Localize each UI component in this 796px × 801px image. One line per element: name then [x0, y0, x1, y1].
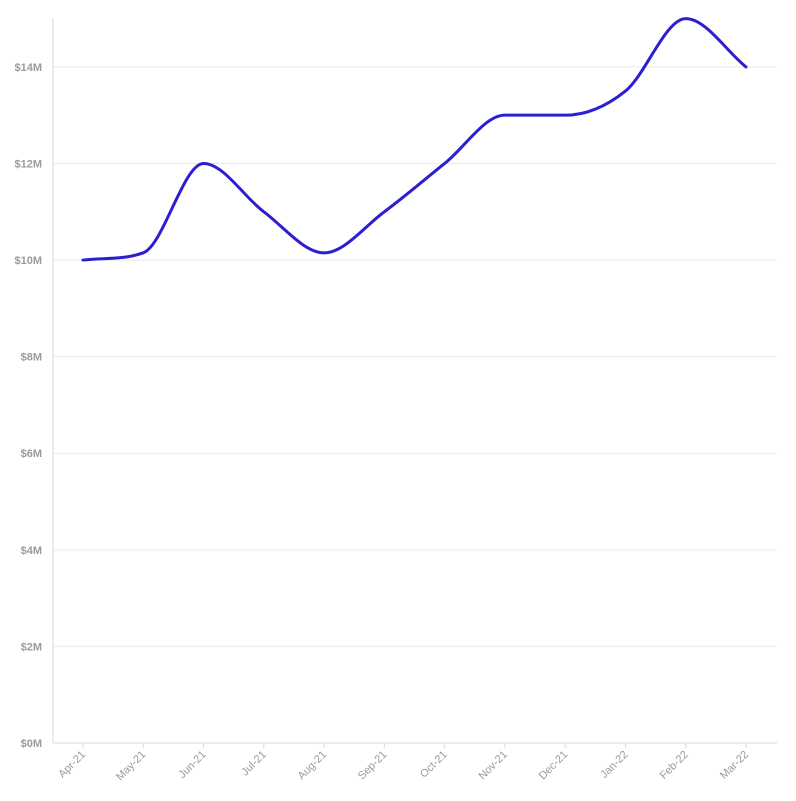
- x-tick-label: Feb-22: [658, 749, 691, 782]
- series-line: [81, 17, 748, 262]
- x-tick-label: Jun-21: [176, 749, 208, 781]
- y-tick-label: $14M: [14, 62, 42, 74]
- x-tick-label: Nov-21: [476, 749, 510, 783]
- y-axis-tick-labels: $0M $2M $4M $6M $8M $10M $12M $14M: [14, 62, 42, 750]
- y-tick-label: $10M: [14, 255, 42, 267]
- x-tick-label: Oct-21: [418, 749, 450, 781]
- x-tick-label: Jan-22: [598, 749, 630, 781]
- x-tick-label: May-21: [114, 749, 148, 783]
- x-tick-label: Aug-21: [296, 749, 330, 783]
- x-tick-label: Jul-21: [239, 749, 269, 779]
- y-tick-label: $4M: [21, 545, 42, 557]
- x-axis-tick-labels: Apr-21 May-21 Jun-21 Jul-21 Aug-21 Sep-21 Oct-…: [56, 749, 751, 783]
- y-tick-label: $8M: [21, 352, 42, 364]
- y-tick-label: $0M: [21, 738, 42, 750]
- y-tick-label: $12M: [14, 158, 42, 170]
- y-tick-label: $6M: [21, 448, 42, 460]
- gridlines: [53, 66, 777, 647]
- x-tick-label: Sep-21: [356, 749, 390, 783]
- x-tick-label: Dec-21: [537, 749, 571, 783]
- series-layer: [81, 17, 748, 262]
- x-tick-label: Apr-21: [56, 749, 88, 781]
- y-tick-label: $2M: [21, 641, 42, 653]
- x-tick-label: Mar-22: [718, 749, 751, 782]
- axes: [52, 18, 777, 748]
